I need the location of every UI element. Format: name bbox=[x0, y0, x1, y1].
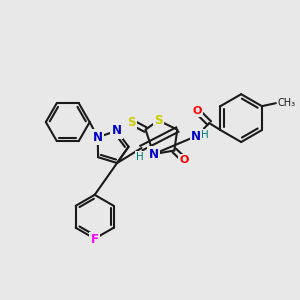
Text: S: S bbox=[154, 114, 163, 127]
Text: N: N bbox=[191, 130, 201, 142]
Text: S: S bbox=[127, 116, 136, 129]
Text: N: N bbox=[93, 131, 103, 144]
Text: CH₃: CH₃ bbox=[278, 98, 296, 108]
Text: N: N bbox=[112, 124, 122, 137]
Text: N: N bbox=[148, 148, 159, 161]
Text: H: H bbox=[201, 130, 209, 140]
Text: F: F bbox=[91, 233, 99, 246]
Text: O: O bbox=[193, 106, 202, 116]
Text: O: O bbox=[180, 155, 189, 165]
Text: H: H bbox=[136, 152, 143, 162]
